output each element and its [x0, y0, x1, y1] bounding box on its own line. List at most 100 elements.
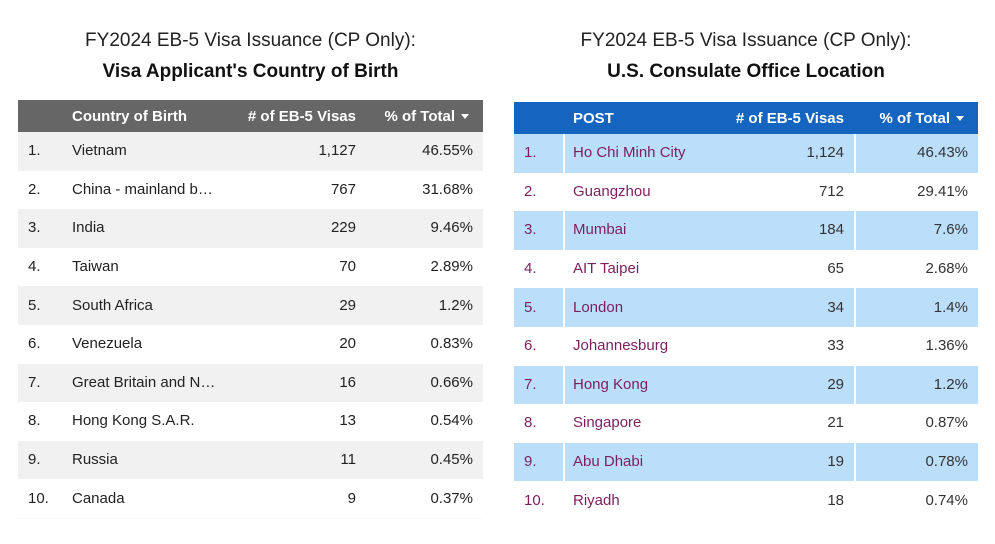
percent-total: 0.66%: [430, 373, 473, 391]
visa-count: 29: [827, 375, 844, 393]
column-header[interactable]: # of EB-5 Visas: [247, 108, 356, 125]
visa-count: 16: [339, 373, 356, 391]
percent-total: 1.2%: [933, 375, 968, 393]
row-name: Johannesburg: [573, 337, 669, 355]
row-index: 6.: [524, 337, 537, 355]
column-header[interactable]: POST: [573, 110, 614, 127]
row-name: London: [573, 298, 624, 316]
percent-total: 9.46%: [430, 219, 473, 237]
sort-arrow[interactable]: [956, 116, 964, 121]
visa-count: 184: [818, 221, 844, 239]
visa-count: 9: [347, 489, 356, 507]
row-index: 10.: [524, 491, 545, 509]
visa-count: 1,124: [806, 144, 844, 162]
table-subtitle: U.S. Consulate Office Location: [607, 61, 885, 82]
table-row: 3. India 229 9.46%: [18, 209, 483, 249]
row-name: Russia: [72, 451, 118, 469]
percent-total: 46.43%: [917, 144, 968, 162]
sort-arrow[interactable]: [461, 114, 469, 119]
table-row: 1. Ho Chi Minh City 1,124 46.43%: [514, 134, 978, 173]
row-index: 1.: [524, 144, 537, 162]
row-name: Hong Kong S.A.R.: [72, 412, 195, 430]
table-row: 8. Hong Kong S.A.R. 13 0.54%: [18, 402, 483, 442]
visa-count: 18: [827, 491, 844, 509]
row-index: 6.: [28, 335, 41, 353]
row-index: 1.: [28, 142, 41, 160]
table-title: FY2024 EB-5 Visa Issuance (CP Only):: [85, 30, 416, 51]
row-index: 10.: [28, 489, 49, 507]
row-index: 7.: [524, 375, 537, 393]
percent-total: 0.83%: [430, 335, 473, 353]
percent-total: 1.4%: [933, 298, 968, 316]
percent-total: 0.54%: [430, 412, 473, 430]
row-name: India: [72, 219, 105, 237]
visa-count: 19: [827, 453, 844, 471]
table-header: POST # of EB-5 Visas % of Total: [514, 102, 978, 134]
column-divider: [854, 288, 856, 327]
percent-total: 0.37%: [430, 489, 473, 507]
table: Country of Birth # of EB-5 Visas % of Tota…: [18, 100, 483, 519]
visa-count: 34: [827, 298, 844, 316]
table-row: 10. Riyadh 18 0.74%: [514, 481, 978, 520]
column-divider: [563, 288, 565, 327]
row-name: Abu Dhabi: [573, 453, 644, 471]
row-name: Taiwan: [72, 258, 119, 276]
visa-count: 11: [340, 451, 356, 469]
row-index: 8.: [28, 412, 41, 430]
table-row: 4. AIT Taipei 65 2.68%: [514, 249, 978, 289]
visa-count: 1,127: [318, 142, 356, 160]
table-row: 5. London 34 1.4%: [514, 288, 978, 327]
percent-total: 7.6%: [933, 221, 968, 239]
table-row: 2. Guangzhou 712 29.41%: [514, 172, 978, 212]
column-header[interactable]: % of Total: [384, 108, 455, 125]
percent-total: 1.2%: [438, 296, 473, 314]
row-index: 2.: [28, 180, 41, 198]
visa-count: 20: [339, 335, 356, 353]
row-index: 4.: [28, 258, 41, 276]
table-row: 4. Taiwan 70 2.89%: [18, 247, 483, 288]
row-index: 5.: [28, 296, 41, 314]
row-name: Ho Chi Minh City: [573, 144, 686, 162]
column-divider: [854, 442, 856, 482]
column-divider: [854, 211, 856, 250]
visa-count: 33: [827, 337, 844, 355]
table-row: 6. Venezuela 20 0.83%: [18, 325, 483, 365]
visa-count: 70: [339, 258, 356, 276]
percent-total: 0.74%: [925, 491, 968, 509]
percent-total: 2.68%: [925, 260, 968, 278]
table-row: 2. China - mainland b… 767 31.68%: [18, 170, 483, 211]
row-index: 8.: [524, 414, 537, 432]
table-header: Country of Birth # of EB-5 Visas % of Tota…: [18, 100, 483, 132]
column-header[interactable]: # of EB-5 Visas: [735, 110, 844, 127]
percent-total: 0.78%: [925, 453, 968, 471]
percent-total: 0.87%: [925, 414, 968, 432]
column-divider: [563, 134, 565, 173]
column-header[interactable]: % of Total: [879, 110, 950, 127]
row-name: Guangzhou: [573, 182, 651, 200]
row-name: Venezuela: [72, 335, 143, 353]
column-divider: [563, 442, 565, 482]
visa-count: 767: [330, 180, 356, 198]
row-index: 2.: [524, 182, 537, 200]
visa-count: 229: [330, 219, 356, 237]
visa-count: 65: [827, 260, 844, 278]
table-row: 9. Abu Dhabi 19 0.78%: [514, 442, 978, 482]
row-name: Singapore: [573, 414, 642, 432]
visa-count: 21: [827, 414, 844, 432]
column-divider: [563, 211, 565, 250]
row-name: Riyadh: [573, 491, 620, 509]
visa-count: 13: [339, 412, 356, 430]
column-divider: [854, 365, 856, 405]
percent-total: 29.41%: [917, 182, 968, 200]
table-row: 5. South Africa 29 1.2%: [18, 286, 483, 326]
row-index: 4.: [524, 260, 537, 278]
row-index: 5.: [524, 298, 537, 316]
row-index: 9.: [28, 451, 41, 469]
percent-total: 46.55%: [422, 142, 473, 160]
row-name: Vietnam: [72, 142, 127, 160]
row-index: 7.: [28, 373, 41, 391]
table-row: 1. Vietnam 1,127 46.55%: [18, 132, 483, 172]
percent-total: 1.36%: [925, 337, 968, 355]
column-header[interactable]: Country of Birth: [72, 108, 187, 125]
